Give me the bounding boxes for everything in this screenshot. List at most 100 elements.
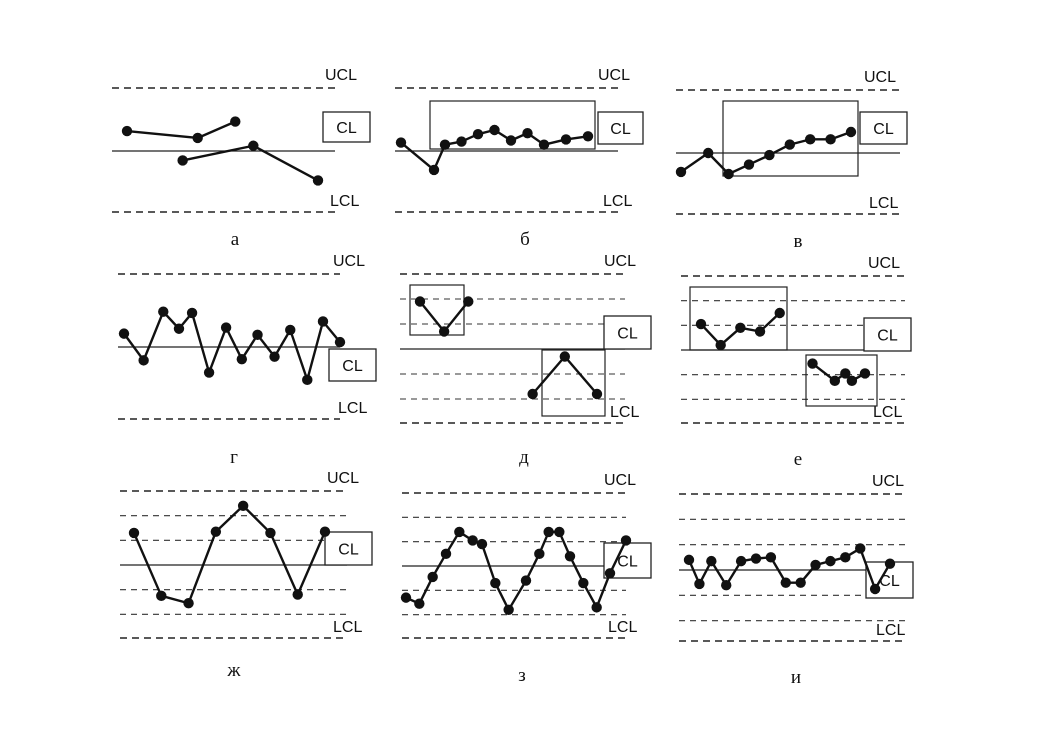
data-point [715,339,726,351]
series-line [405,530,628,611]
cl-label: CL [610,121,631,138]
data-point [269,351,280,362]
data-point [695,318,707,330]
data-point [884,558,896,569]
ucl-label: UCL [868,255,900,272]
cl-label: CL [879,573,900,590]
panel-caption: г [230,447,238,468]
data-point [527,388,538,400]
data-point [440,548,452,560]
data-point [312,175,324,186]
data-point [829,375,841,387]
data-point [675,166,687,178]
highlight-box [805,354,878,407]
cl-label-box [322,111,371,143]
panel-z: UCL LCL CL з [400,472,652,686]
data-point [683,554,695,566]
ucl-label: UCL [325,67,357,84]
lcl-label: LCL [869,195,898,212]
data-point [846,375,858,387]
cl-label: CL [342,358,363,375]
ucl-label: UCL [598,67,630,84]
data-point [723,168,734,180]
panel-d: UCL LCL CL д [400,253,652,468]
ucl-label: UCL [327,470,359,487]
data-point [265,527,276,539]
data-point [220,322,232,333]
panel-caption: б [520,229,530,250]
data-point [780,577,791,588]
data-point [472,129,484,140]
panel-caption: е [794,449,802,470]
highlight-box [541,349,606,417]
data-point [237,500,249,511]
data-point [694,578,705,590]
data-point [230,116,241,127]
data-point [534,548,545,560]
data-point [743,159,755,170]
data-point [489,124,500,136]
panel-caption: з [518,665,526,686]
data-point [840,552,851,563]
panel-caption: и [791,667,801,688]
panel-a: UCL LCL CL а [112,67,371,250]
data-point [156,590,167,602]
ucl-label: UCL [333,253,365,270]
lcl-label: LCL [876,622,905,639]
data-point [158,306,169,317]
series-line [126,120,236,140]
data-point [721,580,732,591]
cl-label: CL [338,542,359,559]
data-point [192,132,203,144]
cl-label-box [859,111,908,145]
data-point [400,592,412,603]
highlight-box [429,100,596,150]
data-point [414,598,425,609]
panel-i: UCL LCL CL и [679,473,914,688]
panel-caption: в [794,231,803,252]
cl-label-box [597,111,644,145]
panel-b: UCL LCL CL б [395,67,644,250]
series-line [123,310,341,382]
data-point [456,136,467,147]
data-point [807,358,818,369]
cl-label: CL [873,121,894,138]
data-point [560,134,572,145]
panel-caption: д [519,447,529,468]
data-point [604,568,616,579]
data-point [859,368,871,379]
panel-zh: UCL LCL CL ж [120,470,373,681]
cl-label: CL [617,554,638,571]
data-point [292,589,303,600]
data-point [554,526,565,538]
data-point [503,604,514,615]
data-point [334,336,346,348]
data-point [805,134,816,145]
panel-caption: а [231,229,240,250]
data-point [317,316,329,327]
ucl-label: UCL [864,69,896,86]
data-point [252,329,263,341]
data-point [302,374,313,386]
data-point [855,543,866,554]
data-point [845,126,857,138]
cl-label: CL [617,326,638,343]
data-point [764,149,775,161]
data-point [414,296,426,307]
data-point [210,526,222,537]
data-point [765,552,777,563]
data-point [118,328,130,339]
data-point [183,598,194,609]
panel-v: UCL LCL CL в [675,69,908,252]
data-point [810,559,821,571]
data-point [869,583,881,595]
data-point [840,368,851,379]
lcl-label: LCL [333,619,362,636]
ucl-label: UCL [872,473,904,490]
panel-caption: ж [226,660,241,681]
lcl-label: LCL [338,400,367,417]
cl-label-box [603,315,652,350]
data-point [177,155,188,166]
data-point [591,388,603,400]
